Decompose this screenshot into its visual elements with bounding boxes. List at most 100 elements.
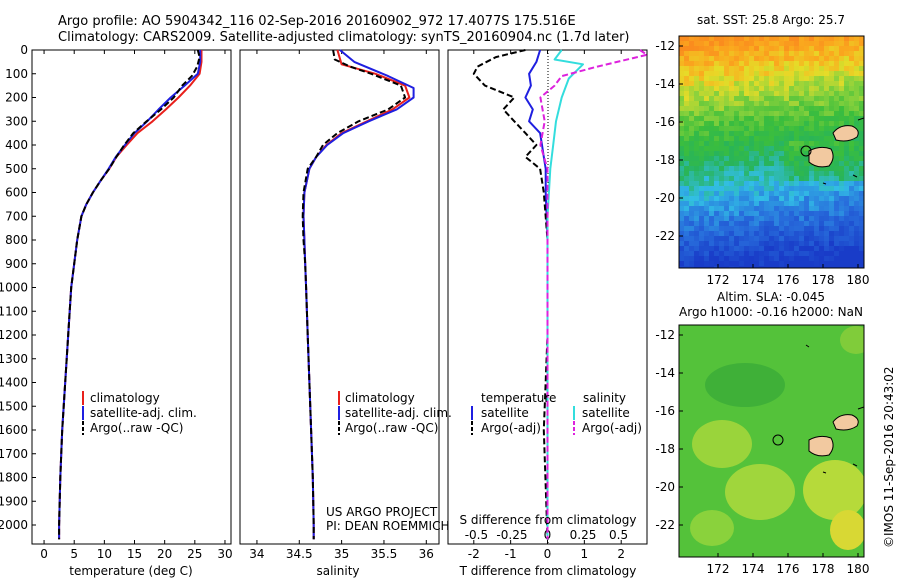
sst-cell <box>829 201 834 206</box>
sst-cell <box>689 76 694 81</box>
sst-cell <box>834 181 839 186</box>
sst-cell <box>764 126 769 131</box>
sst-cell <box>699 246 704 251</box>
sst-cell <box>839 51 844 56</box>
legend-satellite-label: satellite-adj. clim. <box>90 406 197 420</box>
sst-cell <box>769 226 774 231</box>
sst-cell <box>779 111 784 116</box>
sst-cell <box>769 186 774 191</box>
sst-cell <box>749 151 754 156</box>
sst-cell <box>694 111 699 116</box>
sst-cell <box>824 196 829 201</box>
sst-cell <box>769 256 774 261</box>
sst-cell <box>679 251 684 256</box>
sst-cell <box>859 136 864 141</box>
sst-cell <box>749 216 754 221</box>
sst-cell <box>779 221 784 226</box>
sst-cell <box>754 161 759 166</box>
sst-cell <box>804 116 809 121</box>
sst-cell <box>774 76 779 81</box>
sst-cell <box>719 186 724 191</box>
temperature-legend: climatology satellite-adj. clim. Argo(..… <box>82 391 197 435</box>
sst-cell <box>789 121 794 126</box>
sst-cell <box>764 166 769 171</box>
sst-cell <box>714 251 719 256</box>
viti-levu-island <box>808 146 834 168</box>
sst-cell <box>839 151 844 156</box>
sst-cell <box>829 121 834 126</box>
sst-cell <box>679 256 684 261</box>
sst-cell <box>789 231 794 236</box>
sst-cell <box>689 216 694 221</box>
sst-cell <box>794 106 799 111</box>
sst-cell <box>819 256 824 261</box>
sst-cell <box>729 111 734 116</box>
sst-cell <box>699 41 704 46</box>
sst-cell <box>689 101 694 106</box>
sst-cell <box>704 101 709 106</box>
sst-cell <box>754 241 759 246</box>
sst-cell <box>804 76 809 81</box>
sst-cell <box>844 166 849 171</box>
sst-cell <box>839 121 844 126</box>
sst-cell <box>689 36 694 41</box>
sst-cell <box>729 131 734 136</box>
sst-cell <box>724 226 729 231</box>
sst-cell <box>759 241 764 246</box>
sst-cell <box>709 246 714 251</box>
sst-cell <box>794 71 799 76</box>
sst-cell <box>699 121 704 126</box>
sst-cell <box>719 46 724 51</box>
sst-cell <box>679 261 684 266</box>
sst-cell <box>724 41 729 46</box>
sst-cell <box>764 161 769 166</box>
sst-cell <box>814 106 819 111</box>
sst-cell <box>679 71 684 76</box>
sst-cell <box>804 101 809 106</box>
sst-cell <box>739 221 744 226</box>
sst-cell <box>799 161 804 166</box>
sst-cell <box>759 196 764 201</box>
sst-cell <box>689 166 694 171</box>
sst-cell <box>849 66 854 71</box>
sst-cell <box>724 231 729 236</box>
sst-cell <box>749 106 754 111</box>
sst-cell <box>724 206 729 211</box>
sst-cell <box>844 121 849 126</box>
sst-cell <box>764 261 769 266</box>
sst-cell <box>709 81 714 86</box>
sst-cell <box>724 81 729 86</box>
sst-cell <box>844 231 849 236</box>
sst-cell <box>794 221 799 226</box>
sst-cell <box>764 81 769 86</box>
sst-cell <box>829 91 834 96</box>
sst-cell <box>834 36 839 41</box>
sst-cell <box>699 171 704 176</box>
sst-cell <box>749 226 754 231</box>
sst-cell <box>799 71 804 76</box>
sst-cell <box>704 211 709 216</box>
sst-cell <box>789 191 794 196</box>
sst-cell <box>749 61 754 66</box>
sst-cell <box>799 201 804 206</box>
sst-cell <box>684 241 689 246</box>
sst-cell <box>844 181 849 186</box>
sst-cell <box>784 121 789 126</box>
sst-cell <box>834 141 839 146</box>
sst-cell <box>734 191 739 196</box>
sst-cell <box>724 116 729 121</box>
sst-cell <box>679 66 684 71</box>
sst-cell <box>779 246 784 251</box>
temperature-axes-frame <box>31 49 232 545</box>
sst-cell <box>844 111 849 116</box>
sst-cell <box>759 101 764 106</box>
sst-cell <box>699 196 704 201</box>
sst-cell <box>804 121 809 126</box>
sst-cell <box>834 111 839 116</box>
sst-cell <box>854 101 859 106</box>
sst-cell <box>694 161 699 166</box>
sst-cell <box>724 216 729 221</box>
sst-cell <box>729 176 734 181</box>
sst-cell <box>844 66 849 71</box>
sst-cell <box>689 196 694 201</box>
